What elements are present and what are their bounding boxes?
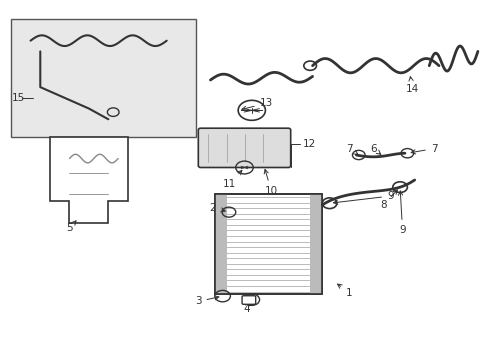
Text: 7: 7 [345,144,357,154]
Text: 4: 4 [243,301,250,314]
Polygon shape [50,137,127,223]
Text: 12: 12 [302,139,315,149]
Text: 11: 11 [223,170,242,189]
Text: 8: 8 [379,190,397,210]
FancyBboxPatch shape [242,296,255,304]
Text: 13: 13 [242,98,272,111]
FancyBboxPatch shape [198,128,290,167]
Text: 14: 14 [405,77,418,94]
Bar [215,194,322,294]
Bar [215,194,227,294]
Text: 7: 7 [410,144,437,154]
Text: 9: 9 [398,191,405,235]
Text: 15: 15 [12,93,25,103]
Bar [309,194,322,294]
Text: 5: 5 [66,221,76,233]
Text: 6: 6 [369,144,380,154]
Bar [215,194,322,294]
Text: 9: 9 [333,191,393,204]
Bar [11,19,196,137]
Text: 2: 2 [209,203,225,212]
Text: 10: 10 [264,170,277,196]
Text: 1: 1 [337,284,352,297]
Text: 3: 3 [195,296,219,306]
